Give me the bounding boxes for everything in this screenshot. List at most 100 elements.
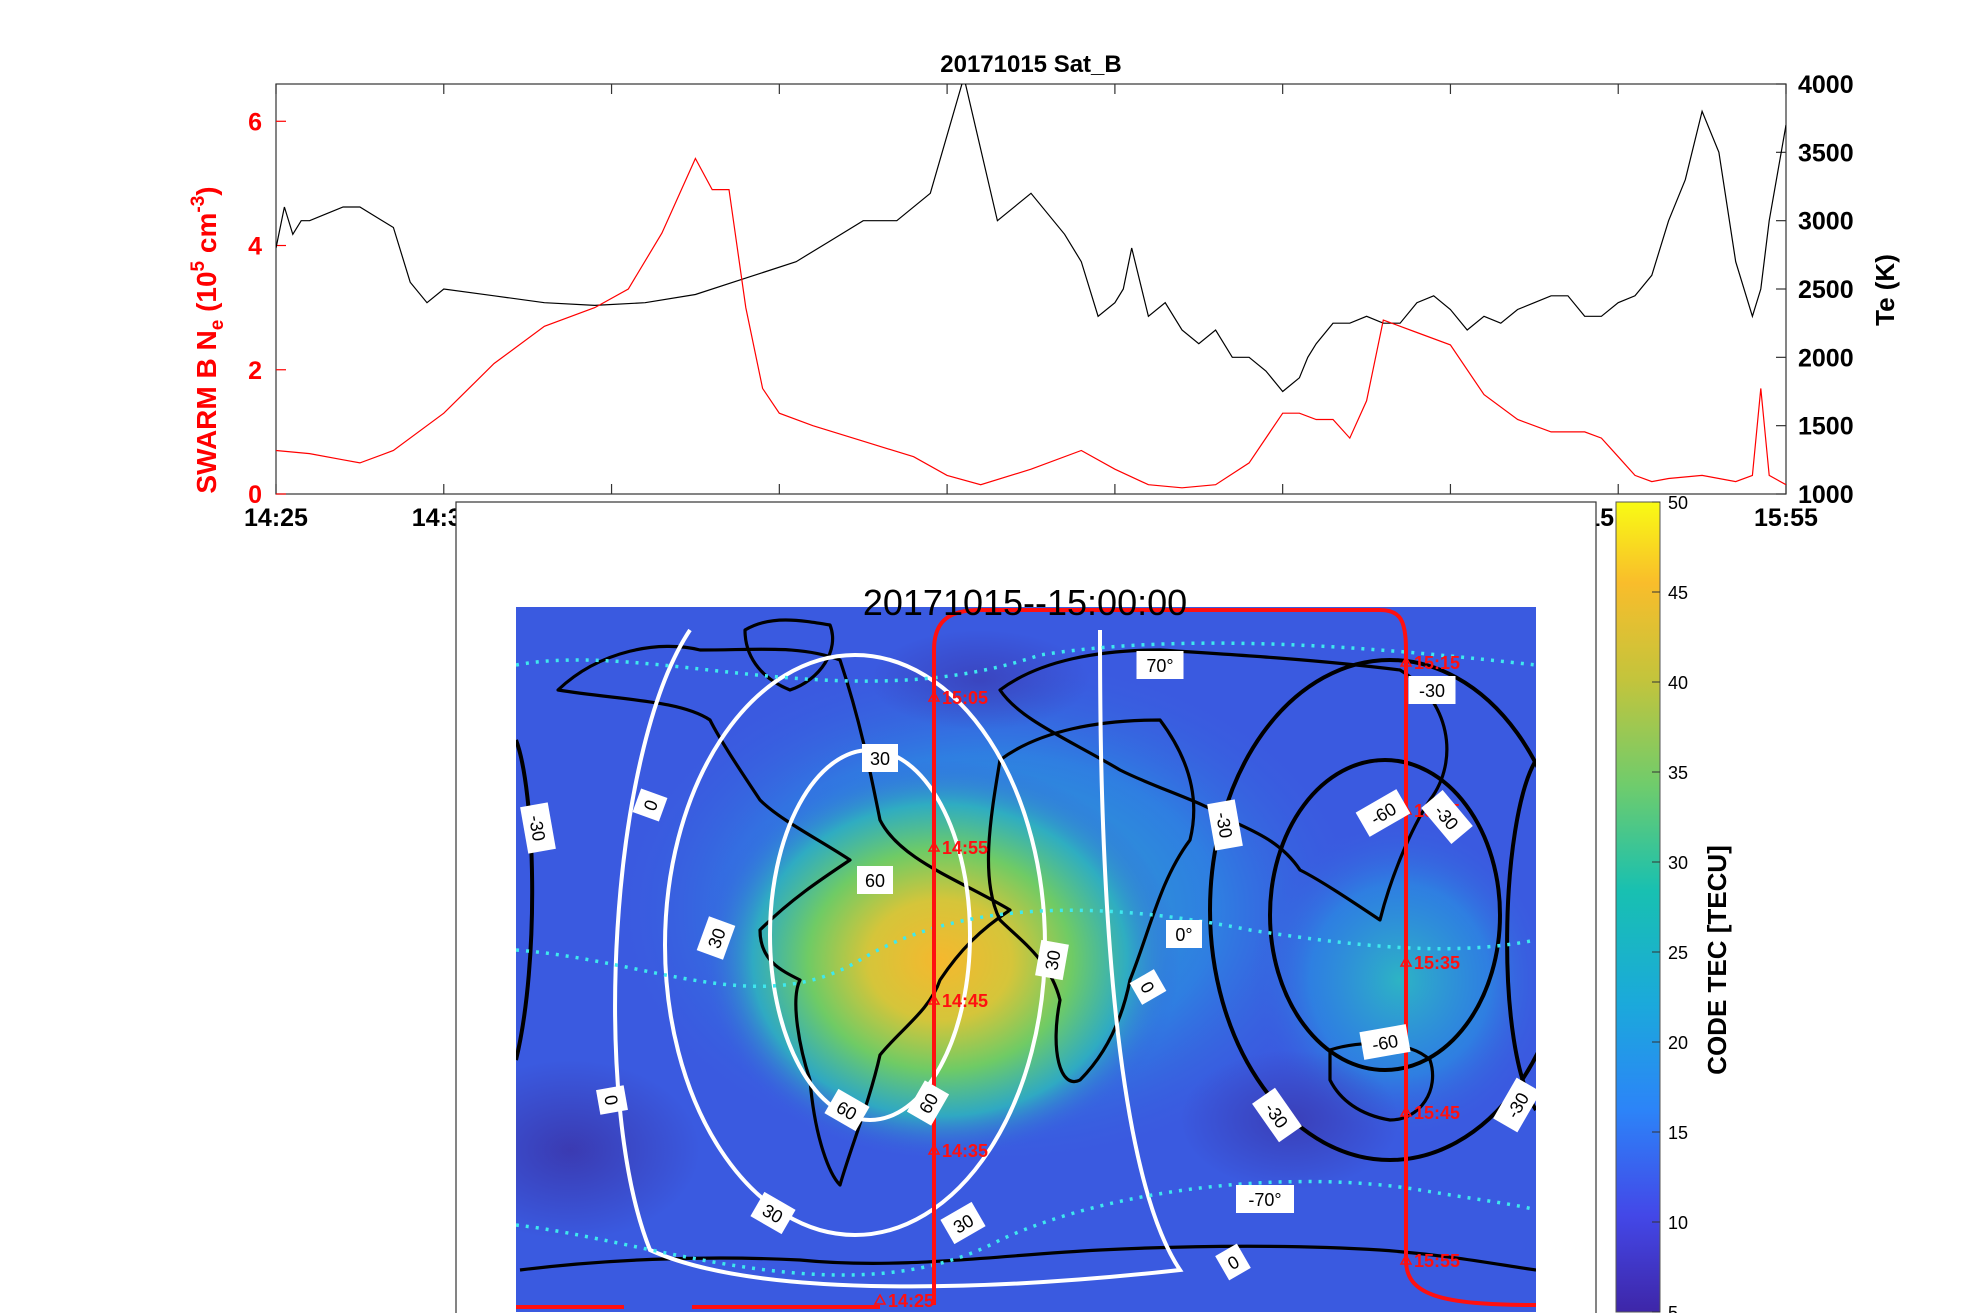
contour-label-box: 30 [696, 916, 736, 960]
track-marker [927, 690, 941, 702]
colorbar-tick-label: 20 [1668, 1033, 1688, 1053]
contour-label-bg [1207, 799, 1243, 851]
colorbar-tick-label: 30 [1668, 853, 1688, 873]
contour-label-box: 0° [1166, 920, 1202, 948]
contour-label-bg [1136, 651, 1184, 679]
left-y-tick-label: 2 [248, 357, 262, 385]
ylabel-main: SWARM B N [191, 330, 222, 493]
contour-label-box: 0 [1215, 1243, 1251, 1281]
contour-label-bg [596, 1085, 628, 1115]
ylabel-sup1: 5 [188, 260, 209, 271]
black-contour-east [1505, 758, 1536, 1112]
black-contour-30 [1208, 658, 1536, 1162]
right-y-tick-label: 4000 [1798, 71, 1854, 99]
track-marker [927, 840, 941, 852]
right-y-tick-label: 2500 [1798, 276, 1854, 304]
contour-label-text: 60 [865, 871, 885, 891]
greenland-outline [743, 618, 835, 692]
contour-label-bg [1493, 1077, 1536, 1133]
black-contour-60 [1268, 758, 1502, 1072]
contour-label-bg [696, 916, 736, 960]
track-marker [873, 1293, 887, 1305]
contour-label-box: 30 [1035, 939, 1069, 981]
ylabel-sub: e [207, 320, 228, 331]
contour-label-box: 30 [862, 744, 898, 772]
contour-label-bg [520, 802, 556, 854]
antarctica-outline [519, 1244, 1536, 1272]
contour-label-box: -30 [1207, 799, 1243, 851]
contour-label-box: -60 [1359, 1024, 1411, 1060]
contour-label-text: -30 [525, 814, 549, 843]
contour-label-box: -70° [1236, 1185, 1294, 1213]
americas-outline [556, 644, 1012, 1187]
contour-label-text: -70° [1248, 1190, 1281, 1210]
contour-label-bg [857, 866, 893, 894]
contour-label-bg [1359, 1024, 1411, 1060]
ylabel-units-mid: cm [191, 213, 222, 261]
contour-label-bg [824, 1088, 870, 1132]
colorbar-tick-label: 25 [1668, 943, 1688, 963]
contour-label-box: -30 [520, 802, 556, 854]
contour-label-bg [1035, 939, 1069, 981]
contour-label-box: 60 [906, 1080, 950, 1126]
contour-label-text: 30 [870, 749, 890, 769]
track-time-label: 14:25 [888, 1291, 934, 1311]
black-magnetic-contours [516, 658, 1536, 1162]
black-contour-west [516, 739, 535, 1061]
contour-label-bg [1166, 920, 1202, 948]
satellite-track [516, 608, 1536, 1309]
contour-label-box: 30 [750, 1191, 796, 1235]
ne-series-line [276, 157, 1786, 489]
contour-label-box: -30 [1408, 676, 1456, 704]
tec-heatmap: 15:0514:5514:4514:3514:2515:1515:2515:35… [516, 607, 1536, 1312]
left-y-tick-label: 6 [248, 108, 262, 136]
track-time-label: 14:35 [942, 1141, 988, 1161]
contour-label-bg [862, 744, 898, 772]
track-marker [1399, 1105, 1413, 1117]
ylabel-units-open: (10 [191, 271, 222, 319]
ylabel-units-close: ) [191, 186, 222, 195]
contour-label-text: 70° [1146, 656, 1173, 676]
colorbar-tick-label: 40 [1668, 673, 1688, 693]
x-tick-label: 15:55 [1754, 504, 1818, 532]
track-time-label: 14:45 [942, 991, 988, 1011]
colorbar-tick-label: 10 [1668, 1213, 1688, 1233]
tec-cold-north [870, 630, 1090, 730]
left-y-tick-label: 0 [248, 481, 262, 509]
contour-label-bg [1421, 789, 1473, 845]
contour-label-box: 0 [596, 1085, 628, 1115]
colorbar-tick-label: 35 [1668, 763, 1688, 783]
contour-label-bg [1252, 1087, 1302, 1143]
right-y-ticks: 1000 1500 2000 2500 3000 3500 4000 [1776, 71, 1854, 509]
colorbar-tick-label: 45 [1668, 583, 1688, 603]
contour-label-text: 0° [1175, 925, 1192, 945]
dotted-latitude-lines [516, 641, 1536, 1277]
track-time-label: 15:15 [1414, 653, 1460, 673]
contour-label-box: 0 [632, 788, 668, 822]
tec-cold-west [516, 1060, 700, 1240]
top-line-chart: 20171015 Sat_B 14:2514:3514:4514:5515:05… [188, 51, 1900, 532]
satellite-ground-track [932, 608, 1536, 1307]
track-marker [927, 1143, 941, 1155]
te-series-line [276, 84, 1786, 393]
contour-label-box: 70° [1136, 651, 1184, 679]
contour-label-text: 30 [1041, 949, 1064, 972]
colorbar-ticks: 5 10 15 20 25 30 35 40 45 50 [1652, 493, 1688, 1313]
track-time-label: 14:55 [942, 838, 988, 858]
right-y-tick-label: 3500 [1798, 139, 1854, 167]
track-marker [927, 993, 941, 1005]
eurasia-outline [998, 648, 1449, 922]
tec-colorbar: 5 10 15 20 25 30 35 40 45 50 CODE TEC [TECU] [1615, 493, 1732, 1313]
track-marker [1399, 955, 1413, 967]
track-time-label: 15:55 [1414, 1251, 1460, 1271]
x-tick-label: 14:25 [244, 504, 308, 532]
colorbar-label: CODE TEC [TECU] [1702, 845, 1732, 1075]
contour-label-text: -60 [1371, 1031, 1400, 1055]
left-y-ticks: 0 2 4 6 [248, 108, 286, 509]
right-y-tick-label: 1000 [1798, 481, 1854, 509]
dotted-line-equator [516, 908, 1536, 988]
right-y-tick-label: 3000 [1798, 208, 1854, 236]
track-time-label: 15:05 [942, 688, 988, 708]
